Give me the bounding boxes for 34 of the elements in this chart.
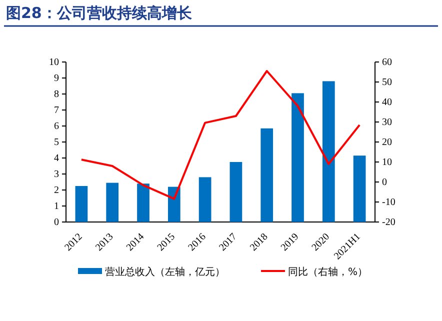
y-tick-label: 5 bbox=[54, 137, 59, 148]
y-tick-label: 8 bbox=[54, 89, 59, 100]
y-tick-label: 6 bbox=[54, 121, 59, 132]
legend-label: 营业总收入（左轴，亿元） bbox=[105, 266, 225, 278]
y-tick-label: 7 bbox=[54, 105, 59, 116]
bar bbox=[168, 186, 180, 222]
y-tick-label: 3 bbox=[54, 169, 59, 180]
bar bbox=[292, 93, 304, 222]
y-tick-label: 0 bbox=[54, 217, 59, 228]
y2-tick-label: 40 bbox=[382, 97, 392, 108]
y2-tick-label: 50 bbox=[382, 77, 392, 88]
bar bbox=[353, 156, 366, 222]
bar bbox=[322, 81, 335, 222]
legend-label: 同比（右轴，%） bbox=[288, 266, 368, 278]
bar bbox=[260, 128, 274, 222]
bar bbox=[106, 182, 119, 222]
y-tick-label: 10 bbox=[49, 57, 59, 68]
bar bbox=[137, 184, 150, 222]
y2-tick-label: -10 bbox=[382, 197, 396, 208]
y-tick-label: 2 bbox=[54, 185, 59, 196]
y2-tick-label: 10 bbox=[382, 157, 392, 168]
y2-tick-label: 30 bbox=[382, 117, 392, 128]
bar bbox=[230, 162, 242, 222]
y2-tick-label: 60 bbox=[382, 57, 392, 68]
bar bbox=[198, 177, 212, 222]
line-series bbox=[80, 70, 361, 200]
y-tick-label: 9 bbox=[54, 73, 59, 84]
bar bbox=[75, 186, 88, 222]
chart-title: 图28：公司营收持续高增长 bbox=[6, 4, 193, 22]
y2-tick-label: 0 bbox=[382, 177, 387, 188]
y-tick-label: 4 bbox=[54, 153, 59, 164]
y2-tick-label: 20 bbox=[382, 137, 392, 148]
y2-tick-label: -20 bbox=[382, 217, 396, 228]
y-tick-label: 1 bbox=[54, 201, 59, 212]
